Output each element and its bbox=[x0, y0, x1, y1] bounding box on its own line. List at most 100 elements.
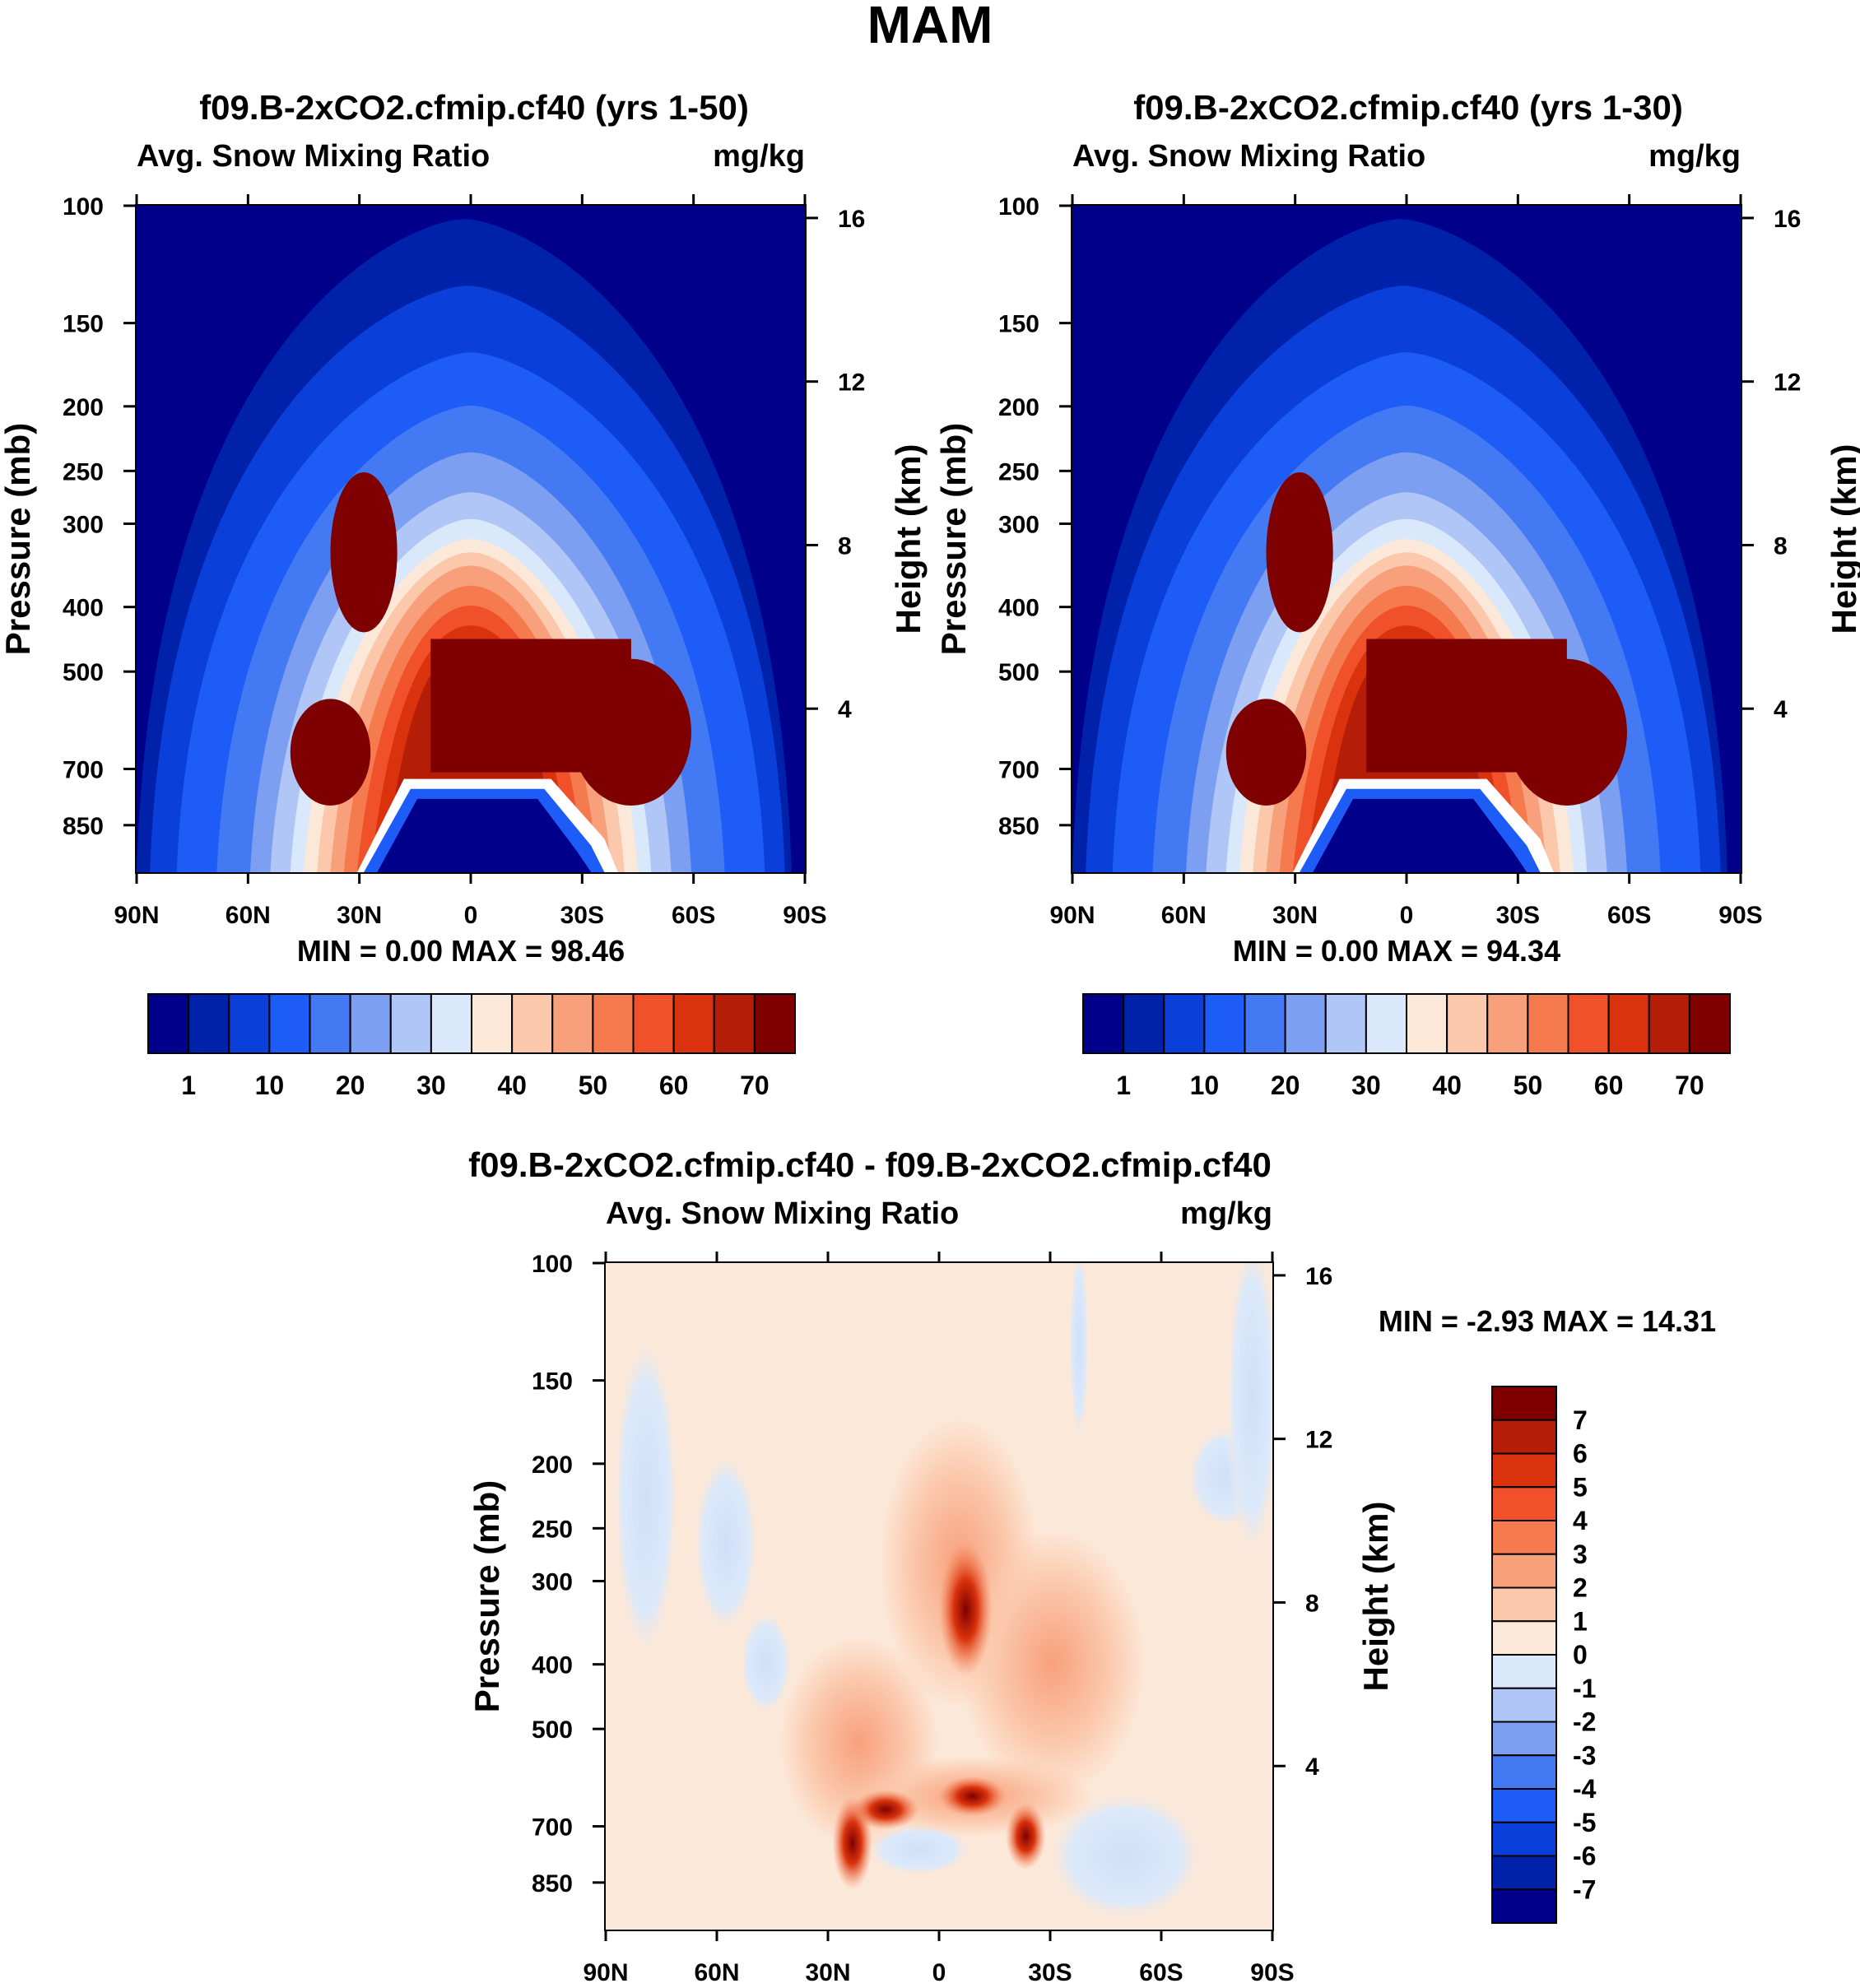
panel1: f09.B-2xCO2.cfmip.cf40 (yrs 1-50) Avg. Sn… bbox=[0, 88, 928, 1100]
panel1-y-tick-label: 300 bbox=[63, 511, 104, 538]
panel2-colorbar-swatch bbox=[1406, 993, 1448, 1054]
panel1-x-tick-label: 0 bbox=[464, 902, 478, 929]
panel3-x-tick-label: 60S bbox=[1139, 1959, 1183, 1986]
panel3-colorbar-swatch bbox=[1491, 1788, 1557, 1823]
panel2-contour-field bbox=[1072, 206, 1741, 872]
panel1-colorbar-swatch bbox=[753, 993, 796, 1054]
panel2-left-label: Avg. Snow Mixing Ratio bbox=[1072, 139, 1425, 174]
panel2-colorbar-label: 40 bbox=[1432, 1071, 1462, 1100]
panel3-right-label: mg/kg bbox=[1180, 1196, 1272, 1231]
panel1-colorbar-label: 40 bbox=[497, 1071, 527, 1100]
panel3-colorbar-label: 1 bbox=[1573, 1606, 1588, 1636]
panel2-colorbar-swatch bbox=[1365, 993, 1407, 1054]
panel2-x-tick-label: 30N bbox=[1272, 902, 1318, 929]
panel1-colorbar-swatch bbox=[188, 993, 230, 1054]
panel3-y-tick-label: 850 bbox=[532, 1870, 573, 1897]
panel1-colorbar-swatch bbox=[713, 993, 756, 1054]
panel3: f09.B-2xCO2.cfmip.cf40 - f09.B-2xCO2.cfm… bbox=[467, 1145, 1716, 1986]
panel1-y-tick-label: 100 bbox=[63, 193, 104, 221]
panel1-colorbar-swatch bbox=[632, 993, 675, 1054]
panel1-y-right-tick-label: 16 bbox=[838, 206, 865, 233]
panel3-colorbar-label: -3 bbox=[1573, 1740, 1596, 1770]
panel1-colorbar-swatch bbox=[268, 993, 311, 1054]
panel3-colorbar-label: 5 bbox=[1573, 1472, 1588, 1502]
panel1-colorbar-label: 1 bbox=[181, 1071, 196, 1100]
panel3-min-max: MIN = -2.93 MAX = 14.31 bbox=[1379, 1304, 1716, 1338]
panel3-x-tick-label: 90N bbox=[583, 1959, 628, 1986]
panel2-y-right-tick-label: 12 bbox=[1774, 369, 1801, 397]
panel3-x-tick-label: 30S bbox=[1028, 1959, 1072, 1986]
panel3-colorbar-swatch bbox=[1491, 1821, 1557, 1857]
panel3-y-tick-label: 150 bbox=[532, 1368, 573, 1396]
panel2: f09.B-2xCO2.cfmip.cf40 (yrs 1-30) Avg. Sn… bbox=[934, 88, 1860, 1100]
panel2-colorbar-label: 30 bbox=[1351, 1071, 1381, 1100]
panel2-colorbar-label: 60 bbox=[1594, 1071, 1624, 1100]
panel1-colorbar-label: 60 bbox=[659, 1071, 689, 1100]
panel1-right-label: mg/kg bbox=[713, 139, 805, 174]
panel3-x-tick-label: 60N bbox=[694, 1959, 739, 1986]
panel1-y-right-axis-label: Height (km) bbox=[889, 444, 928, 634]
panel3-contour-field bbox=[606, 1263, 1272, 1930]
panel1-y-right-tick-label: 12 bbox=[838, 369, 865, 397]
panel3-colorbar-label: -1 bbox=[1573, 1674, 1596, 1703]
panel1-x-tick-label: 60N bbox=[226, 902, 271, 929]
panel2-colorbar-swatch bbox=[1324, 993, 1367, 1054]
panel1-x-tick-label: 90S bbox=[783, 902, 826, 929]
panel1-x-tick-label: 90N bbox=[114, 902, 159, 929]
panel3-x-tick-label: 30N bbox=[805, 1959, 850, 1986]
panel1-left-label: Avg. Snow Mixing Ratio bbox=[137, 139, 490, 174]
panel2-y-right-tick-label: 8 bbox=[1774, 532, 1788, 560]
panel2-x-tick-label: 90S bbox=[1718, 902, 1762, 929]
panel3-colorbar-swatch bbox=[1491, 1754, 1557, 1790]
panel3-colorbar-label: 7 bbox=[1573, 1405, 1588, 1435]
panel2-x-tick-label: 60N bbox=[1161, 902, 1207, 929]
page-title: MAM bbox=[867, 0, 993, 54]
panel3-y-tick-label: 700 bbox=[532, 1814, 573, 1842]
panel1-colorbar-swatch bbox=[672, 993, 715, 1054]
panel1-colorbar-swatch bbox=[228, 993, 271, 1054]
panel2-colorbar-label: 20 bbox=[1271, 1071, 1300, 1100]
panel3-y-right-tick-label: 12 bbox=[1305, 1427, 1332, 1454]
panel1-colorbar-label: 30 bbox=[416, 1071, 446, 1100]
panel2-colorbar-swatch bbox=[1082, 993, 1125, 1054]
panel3-y-tick-label: 300 bbox=[532, 1568, 573, 1596]
panel1-y-tick-label: 850 bbox=[63, 813, 104, 840]
panel1-colorbar-label: 70 bbox=[740, 1071, 770, 1100]
panel2-title: f09.B-2xCO2.cfmip.cf40 (yrs 1-30) bbox=[1133, 88, 1683, 127]
panel3-y-right-axis-label: Height (km) bbox=[1356, 1502, 1395, 1692]
panel2-y-tick-label: 500 bbox=[998, 659, 1039, 686]
panel1-colorbar-swatch bbox=[592, 993, 635, 1054]
panel3-colorbar-swatch bbox=[1491, 1855, 1557, 1891]
panel3-colorbar-label: 4 bbox=[1573, 1506, 1588, 1535]
panel3-colorbar-label: 0 bbox=[1573, 1640, 1588, 1670]
panel3-colorbar-swatch bbox=[1491, 1620, 1557, 1656]
panel2-colorbar-swatch bbox=[1163, 993, 1206, 1054]
panel2-x-tick-label: 90N bbox=[1049, 902, 1095, 929]
panel3-colorbar-swatch bbox=[1491, 1687, 1557, 1723]
panel2-y-right-axis-label: Height (km) bbox=[1825, 444, 1860, 634]
panel3-colorbar-swatch bbox=[1491, 1486, 1557, 1521]
panel1-y-tick-label: 500 bbox=[63, 659, 104, 686]
panel2-y-tick-label: 150 bbox=[998, 311, 1039, 338]
panel1-y-tick-label: 400 bbox=[63, 595, 104, 622]
panel3-title: f09.B-2xCO2.cfmip.cf40 - f09.B-2xCO2.cfm… bbox=[468, 1145, 1272, 1184]
panel2-y-right-tick-label: 4 bbox=[1774, 696, 1788, 723]
panel1-colorbar-swatch bbox=[551, 993, 594, 1054]
panel1-colorbar-swatch bbox=[349, 993, 392, 1054]
panel2-colorbar-swatch bbox=[1203, 993, 1246, 1054]
panel2-right-label: mg/kg bbox=[1648, 139, 1741, 174]
panel3-colorbar-swatch bbox=[1491, 1520, 1557, 1555]
panel3-colorbar-label: 2 bbox=[1573, 1573, 1588, 1603]
panel2-colorbar-swatch bbox=[1244, 993, 1286, 1054]
panel3-colorbar-swatch bbox=[1491, 1654, 1557, 1689]
panel2-colorbar-swatch bbox=[1123, 993, 1165, 1054]
panel3-y-tick-label: 400 bbox=[532, 1652, 573, 1679]
panel1-y-tick-label: 150 bbox=[63, 311, 104, 338]
panel1-colorbar-label: 20 bbox=[336, 1071, 365, 1100]
panel1-y-right-tick-label: 4 bbox=[838, 696, 852, 723]
panel3-colorbar-swatch bbox=[1491, 1721, 1557, 1757]
panel2-colorbar-swatch bbox=[1648, 993, 1690, 1054]
panel3-x-tick-label: 90S bbox=[1250, 1959, 1294, 1986]
panel3-colorbar-label: 3 bbox=[1573, 1540, 1588, 1569]
